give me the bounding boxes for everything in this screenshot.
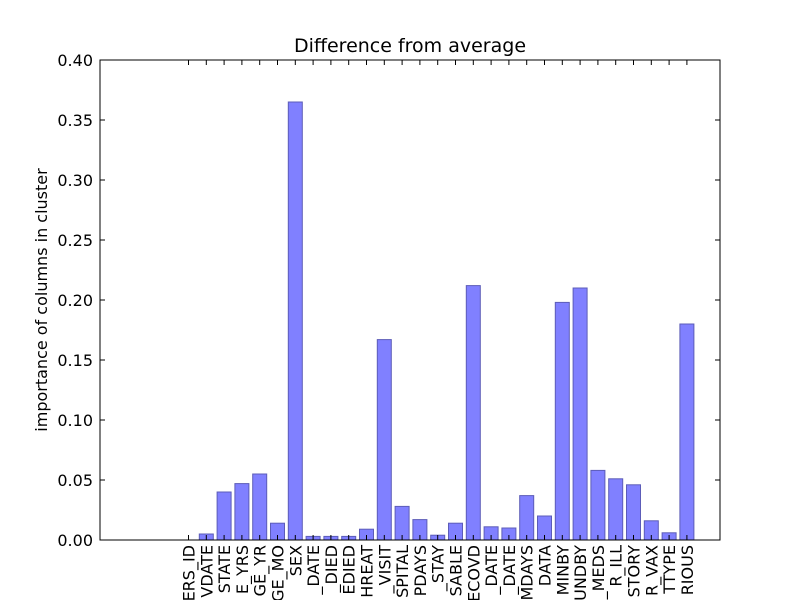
- bar-11: [376, 339, 392, 541]
- bar-25: [626, 484, 641, 541]
- x-tick-label-26: R_VAX: [642, 545, 662, 596]
- y-tick-label-0: 0.00: [57, 531, 93, 550]
- x-tick-label-14: _STAY: [429, 545, 449, 592]
- y-tick-label-3: 0.15: [57, 351, 93, 370]
- y-tick-label-1: 0.05: [57, 471, 93, 490]
- bars-group: [198, 101, 695, 541]
- bar-12: [394, 505, 410, 541]
- x-tick-label-9: EDIED: [340, 545, 359, 595]
- x-tick-label-23: _MEDS: [589, 545, 609, 600]
- x-tick-label-17: _DATE: [482, 545, 502, 596]
- x-tick-label-3: E_YRS: [233, 545, 253, 594]
- x-tick-label-27: TTYPE: [660, 545, 679, 595]
- x-tick-label-7: _DATE: [304, 545, 324, 596]
- x-tick-label-21: MINBY: [553, 545, 572, 596]
- bar-28: [679, 323, 695, 541]
- x-tick-label-0: ERS_ID: [180, 545, 200, 600]
- x-tick-label-15: SABLE: [447, 545, 466, 596]
- x-tick-label-1: VDATE: [197, 545, 216, 598]
- x-tick-label-6: SEX: [286, 545, 305, 576]
- y-tick-label-7: 0.35: [57, 111, 93, 130]
- y-axis-title: importance of columns in cluster: [32, 168, 51, 432]
- x-tick-label-8: _DIED: [322, 545, 342, 593]
- x-tick-label-13: PDAYS: [411, 545, 430, 596]
- x-tick-label-5: GE_MO: [269, 545, 289, 600]
- bar-3: [234, 483, 250, 541]
- y-tick-label-8: 0.40: [57, 51, 93, 70]
- y-tick-label-4: 0.20: [57, 291, 93, 310]
- x-tick-label-2: STATE: [215, 545, 234, 593]
- bar-24: [608, 478, 624, 541]
- x-tick-label-28: RIOUS: [678, 545, 697, 595]
- x-tick-label-11: _VISIT: [375, 545, 395, 595]
- y-tick-label-6: 0.30: [57, 171, 93, 190]
- x-tick-label-16: ECOVD: [464, 545, 483, 600]
- bar-6: [287, 101, 303, 541]
- x-tick-label-4: GE_YR: [251, 545, 271, 596]
- x-tick-label-12: SPITAL: [393, 545, 412, 598]
- bar-16: [465, 285, 481, 541]
- chart-title: Difference from average: [294, 35, 526, 57]
- bar-19: [519, 495, 535, 541]
- x-tick-label-22: UNDBY: [571, 545, 590, 600]
- y-tick-label-5: 0.25: [57, 231, 93, 250]
- y-axis-ticks: 0.00 0.05 0.10 0.15 0.20 0.25 0.30 0.35 0.40: [57, 51, 720, 550]
- x-axis-ticks: ERS_IDVDATESTATEE_YRSGE_YRGE_MOSEX_DATE_…: [180, 60, 697, 600]
- bar-4: [252, 473, 268, 541]
- bar-22: [572, 287, 588, 541]
- x-tick-label-20: DATA: [536, 545, 555, 586]
- x-tick-label-19: MDAYS: [518, 545, 537, 600]
- bar-21: [554, 301, 570, 541]
- plot-frame: [99, 59, 721, 541]
- x-tick-label-10: HREAT: [358, 545, 377, 598]
- x-tick-label-18: _DATE: [500, 545, 520, 596]
- y-tick-label-2: 0.10: [57, 411, 93, 430]
- x-tick-label-25: STORY: [625, 545, 644, 598]
- bar-2: [216, 491, 232, 541]
- x-tick-label-24: R_ILL: [607, 545, 627, 587]
- bar-23: [590, 469, 606, 541]
